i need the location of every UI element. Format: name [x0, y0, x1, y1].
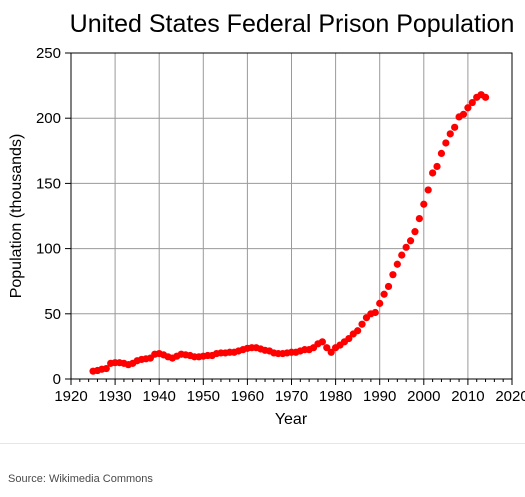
data-point	[420, 200, 428, 208]
data-point	[437, 149, 446, 158]
x-tick-label: 2010	[451, 388, 484, 405]
data-point	[380, 290, 388, 298]
data-point	[433, 162, 441, 171]
data-point	[446, 130, 454, 138]
data-point	[345, 334, 353, 343]
y-tick-label: 200	[36, 110, 61, 127]
x-tick-label: 1930	[98, 388, 131, 405]
data-point	[468, 98, 476, 107]
x-tick-label: 2020	[495, 388, 525, 405]
axis-ticks: 1920 1930 1940 1950 1960 1970 1980 1990 2000 2010…	[36, 45, 525, 405]
x-tick-label: 1920	[54, 388, 87, 405]
data-point	[393, 260, 401, 268]
data-point	[389, 271, 397, 279]
y-tick-label: 250	[36, 45, 61, 62]
grid-lines	[71, 53, 512, 379]
x-tick-label: 2000	[407, 388, 440, 405]
x-tick-label: 1980	[319, 388, 352, 405]
data-point	[429, 169, 437, 177]
data-point	[376, 299, 384, 307]
x-axis-label: Year	[275, 411, 308, 428]
x-tick-label: 1940	[143, 388, 176, 405]
data-point	[424, 186, 432, 194]
x-tick-label: 1970	[275, 388, 308, 405]
x-tick-label: 1950	[187, 388, 220, 405]
chart-title: United States Federal Prison Population	[70, 10, 515, 38]
data-point	[323, 344, 331, 352]
y-tick-label: 50	[44, 306, 61, 323]
source-caption: Source: Wikimedia Commons	[8, 473, 153, 485]
data-point	[415, 215, 423, 223]
x-tick-label: 1960	[231, 388, 264, 405]
data-points	[89, 91, 490, 375]
data-point	[402, 243, 410, 251]
footer-divider	[0, 443, 525, 444]
y-tick-label: 150	[36, 175, 61, 192]
data-point	[459, 110, 468, 118]
y-tick-label: 100	[36, 241, 61, 258]
data-point	[102, 364, 110, 373]
data-point	[411, 228, 419, 236]
data-point	[442, 139, 450, 147]
data-point	[318, 338, 326, 346]
data-point	[406, 237, 415, 245]
y-tick-label: 0	[53, 371, 61, 388]
data-point	[451, 123, 459, 131]
y-axis-label: Population (thousands)	[8, 134, 25, 299]
x-tick-label: 1990	[363, 388, 396, 405]
data-point	[464, 104, 472, 112]
data-point	[398, 251, 406, 259]
data-point	[384, 282, 393, 291]
data-point	[327, 348, 335, 356]
data-point	[354, 327, 362, 335]
data-point	[371, 308, 379, 317]
data-point	[358, 320, 366, 328]
data-point	[481, 93, 490, 101]
